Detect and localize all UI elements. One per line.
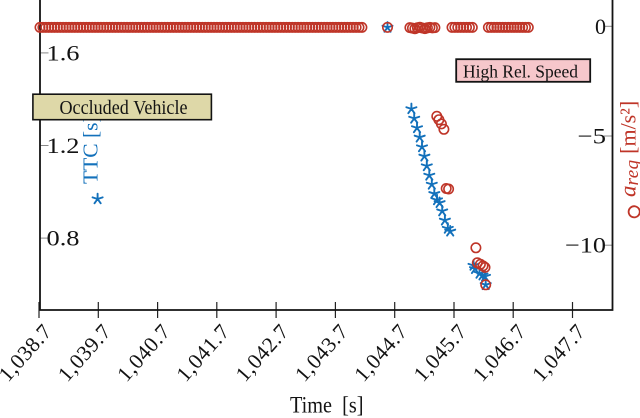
svg-text:0: 0 xyxy=(595,14,606,39)
svg-text:Time [s]: Time [s] xyxy=(290,393,364,418)
svg-text:TTC [s]: TTC [s] xyxy=(79,115,103,184)
svg-text:areq [m/s²]: areq [m/s²] xyxy=(616,101,640,197)
svg-text:−5: −5 xyxy=(578,124,607,149)
svg-text:1.2: 1.2 xyxy=(47,133,80,158)
svg-text:0.8: 0.8 xyxy=(47,226,80,251)
svg-text:Occluded Vehicle: Occluded Vehicle xyxy=(60,97,188,119)
svg-text:1.6: 1.6 xyxy=(47,40,80,65)
svg-text:High Rel. Speed: High Rel. Speed xyxy=(463,62,578,82)
svg-text:−10: −10 xyxy=(565,233,606,258)
